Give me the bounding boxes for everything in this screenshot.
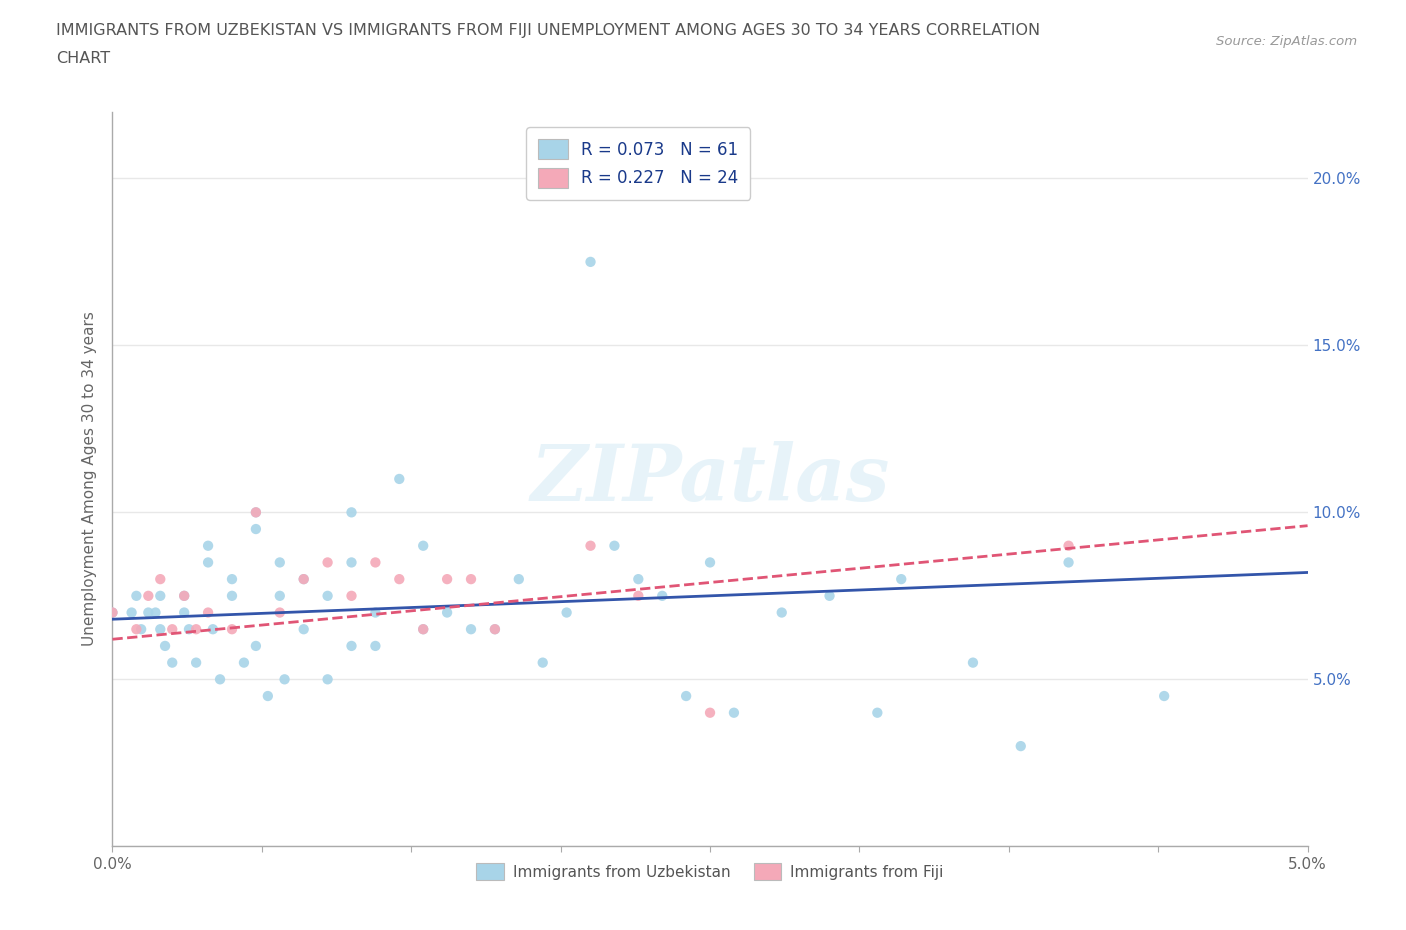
- Point: [627, 589, 650, 604]
- Point: [412, 622, 434, 637]
- Point: [257, 688, 280, 703]
- Point: [555, 605, 578, 620]
- Point: [245, 639, 267, 654]
- Point: [699, 705, 721, 720]
- Point: [531, 656, 554, 671]
- Point: [340, 589, 363, 604]
- Point: [364, 605, 387, 620]
- Point: [723, 705, 745, 720]
- Point: [153, 639, 176, 654]
- Point: [412, 538, 434, 553]
- Point: [484, 622, 506, 637]
- Point: [186, 656, 208, 671]
- Point: [627, 572, 650, 587]
- Point: [269, 555, 291, 570]
- Point: [1057, 538, 1080, 553]
- Point: [316, 555, 339, 570]
- Point: [101, 605, 124, 620]
- Point: [149, 589, 172, 604]
- Point: [173, 589, 195, 604]
- Point: [125, 622, 148, 637]
- Point: [316, 671, 339, 686]
- Point: [173, 605, 195, 620]
- Point: [364, 555, 387, 570]
- Point: [197, 605, 219, 620]
- Point: [209, 671, 232, 686]
- Point: [484, 622, 506, 637]
- Point: [962, 656, 984, 671]
- Text: IMMIGRANTS FROM UZBEKISTAN VS IMMIGRANTS FROM FIJI UNEMPLOYMENT AMONG AGES 30 TO: IMMIGRANTS FROM UZBEKISTAN VS IMMIGRANTS…: [56, 23, 1040, 38]
- Point: [699, 555, 721, 570]
- Legend: Immigrants from Uzbekistan, Immigrants from Fiji: Immigrants from Uzbekistan, Immigrants f…: [470, 857, 950, 886]
- Point: [818, 589, 841, 604]
- Point: [125, 589, 148, 604]
- Point: [162, 656, 183, 671]
- Point: [388, 572, 411, 587]
- Point: [579, 255, 602, 270]
- Point: [579, 538, 602, 553]
- Point: [436, 572, 458, 587]
- Point: [245, 505, 267, 520]
- Point: [603, 538, 626, 553]
- Point: [1010, 738, 1032, 753]
- Point: [197, 538, 219, 553]
- Point: [364, 639, 387, 654]
- Point: [412, 622, 434, 637]
- Point: [460, 572, 482, 587]
- Point: [508, 572, 530, 587]
- Text: Source: ZipAtlas.com: Source: ZipAtlas.com: [1216, 35, 1357, 48]
- Point: [162, 622, 183, 637]
- Text: CHART: CHART: [56, 51, 110, 66]
- Point: [145, 605, 167, 620]
- Point: [138, 589, 160, 604]
- Point: [316, 589, 339, 604]
- Point: [436, 605, 458, 620]
- Point: [340, 639, 363, 654]
- Point: [292, 622, 315, 637]
- Point: [866, 705, 889, 720]
- Point: [245, 505, 267, 520]
- Point: [121, 605, 143, 620]
- Point: [1057, 555, 1080, 570]
- Point: [651, 589, 673, 604]
- Point: [177, 622, 200, 637]
- Point: [129, 622, 152, 637]
- Point: [675, 688, 697, 703]
- Point: [1153, 688, 1175, 703]
- Point: [233, 656, 256, 671]
- Point: [149, 572, 172, 587]
- Text: ZIPatlas: ZIPatlas: [530, 441, 890, 517]
- Point: [340, 555, 363, 570]
- Point: [269, 605, 291, 620]
- Point: [292, 572, 315, 587]
- Point: [292, 572, 315, 587]
- Point: [186, 622, 208, 637]
- Point: [460, 622, 482, 637]
- Point: [173, 589, 195, 604]
- Point: [273, 671, 295, 686]
- Point: [388, 472, 411, 486]
- Point: [770, 605, 793, 620]
- Point: [201, 622, 224, 637]
- Point: [197, 555, 219, 570]
- Point: [221, 572, 243, 587]
- Point: [101, 605, 124, 620]
- Point: [340, 505, 363, 520]
- Point: [149, 622, 172, 637]
- Point: [269, 589, 291, 604]
- Point: [245, 522, 267, 537]
- Point: [890, 572, 912, 587]
- Point: [221, 589, 243, 604]
- Y-axis label: Unemployment Among Ages 30 to 34 years: Unemployment Among Ages 30 to 34 years: [82, 312, 97, 646]
- Point: [138, 605, 160, 620]
- Point: [221, 622, 243, 637]
